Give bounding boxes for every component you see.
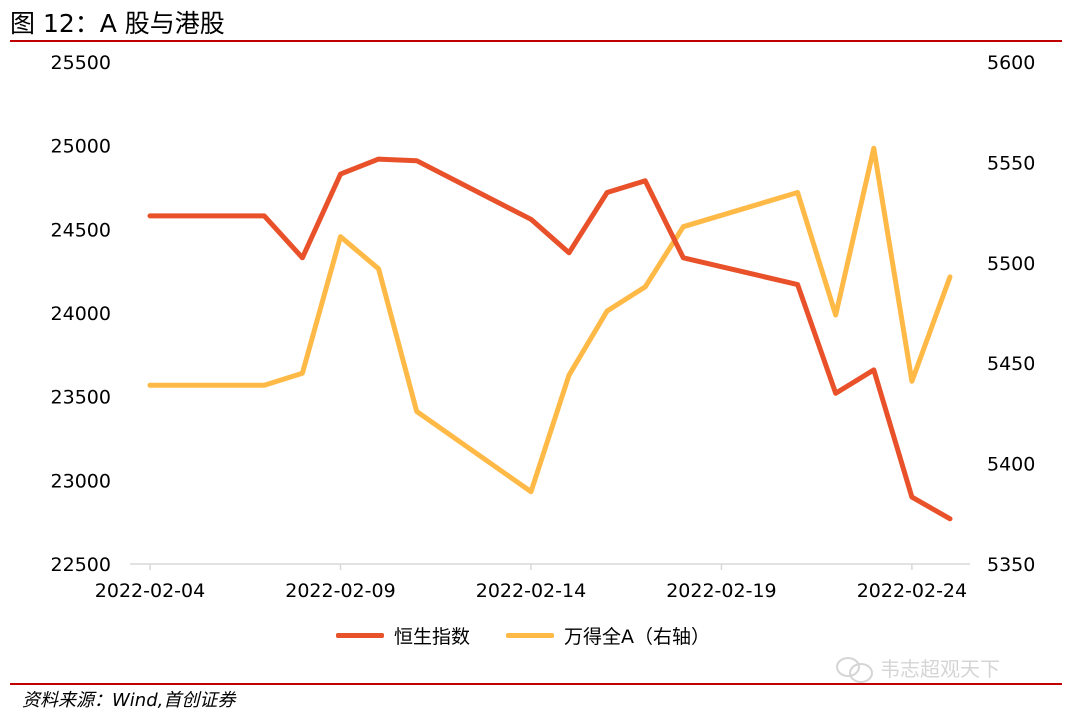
y-right-tick-label: 5400 (987, 454, 1035, 476)
wind-series-line (147, 145, 953, 495)
legend-label-wind: 万得全A（右轴） (564, 626, 711, 648)
legend-label-hsi: 恒生指数 (394, 626, 471, 648)
y-right-tick-label: 5600 (987, 52, 1035, 74)
legend-item-hsi: 恒生指数 (336, 622, 470, 649)
x-tick-label: 2022-02-14 (476, 580, 586, 602)
y-right-tick-label: 5450 (987, 353, 1035, 375)
figure-title: 图 12：A 股与港股 (10, 9, 225, 38)
watermark-text: 韦志超观天下 (880, 657, 1000, 681)
y-left-tick-label: 24500 (51, 219, 111, 241)
source-note: 资料来源：Wind,首创证券 (22, 690, 236, 711)
bottom-divider (10, 683, 1062, 685)
y-right-tick-label: 5550 (987, 152, 1035, 174)
x-tick-label: 2022-02-24 (857, 580, 967, 602)
y-left-tick-label: 23500 (51, 387, 111, 409)
x-tick-label: 2022-02-04 (95, 580, 205, 602)
legend-item-wind: 万得全A（右轴） (506, 622, 710, 649)
legend-swatch-hsi (336, 633, 384, 638)
y-left-tick-label: 24000 (51, 303, 111, 325)
y-right-tick-label: 5500 (987, 253, 1035, 275)
x-tick-label: 2022-02-19 (666, 580, 776, 602)
y-right-tick-label: 5350 (987, 554, 1035, 576)
x-tick-label: 2022-02-09 (285, 580, 395, 602)
y-left-tick-label: 25000 (51, 136, 111, 158)
watermark: 韦志超观天下 (836, 653, 1000, 683)
y-left-tick-label: 22500 (51, 554, 111, 576)
chart-legend: 恒生指数 万得全A（右轴） (336, 622, 710, 649)
title-divider (10, 40, 1062, 42)
line-chart: 2022-02-04 2022-02-09 2022-02-14 2022-02-19… (51, 52, 1036, 602)
legend-swatch-wind (506, 633, 555, 638)
y-left-tick-label: 23000 (51, 470, 111, 492)
y-left-tick-label: 25500 (51, 52, 111, 74)
wechat-icon (836, 655, 873, 683)
hsi-series-line (147, 156, 953, 522)
